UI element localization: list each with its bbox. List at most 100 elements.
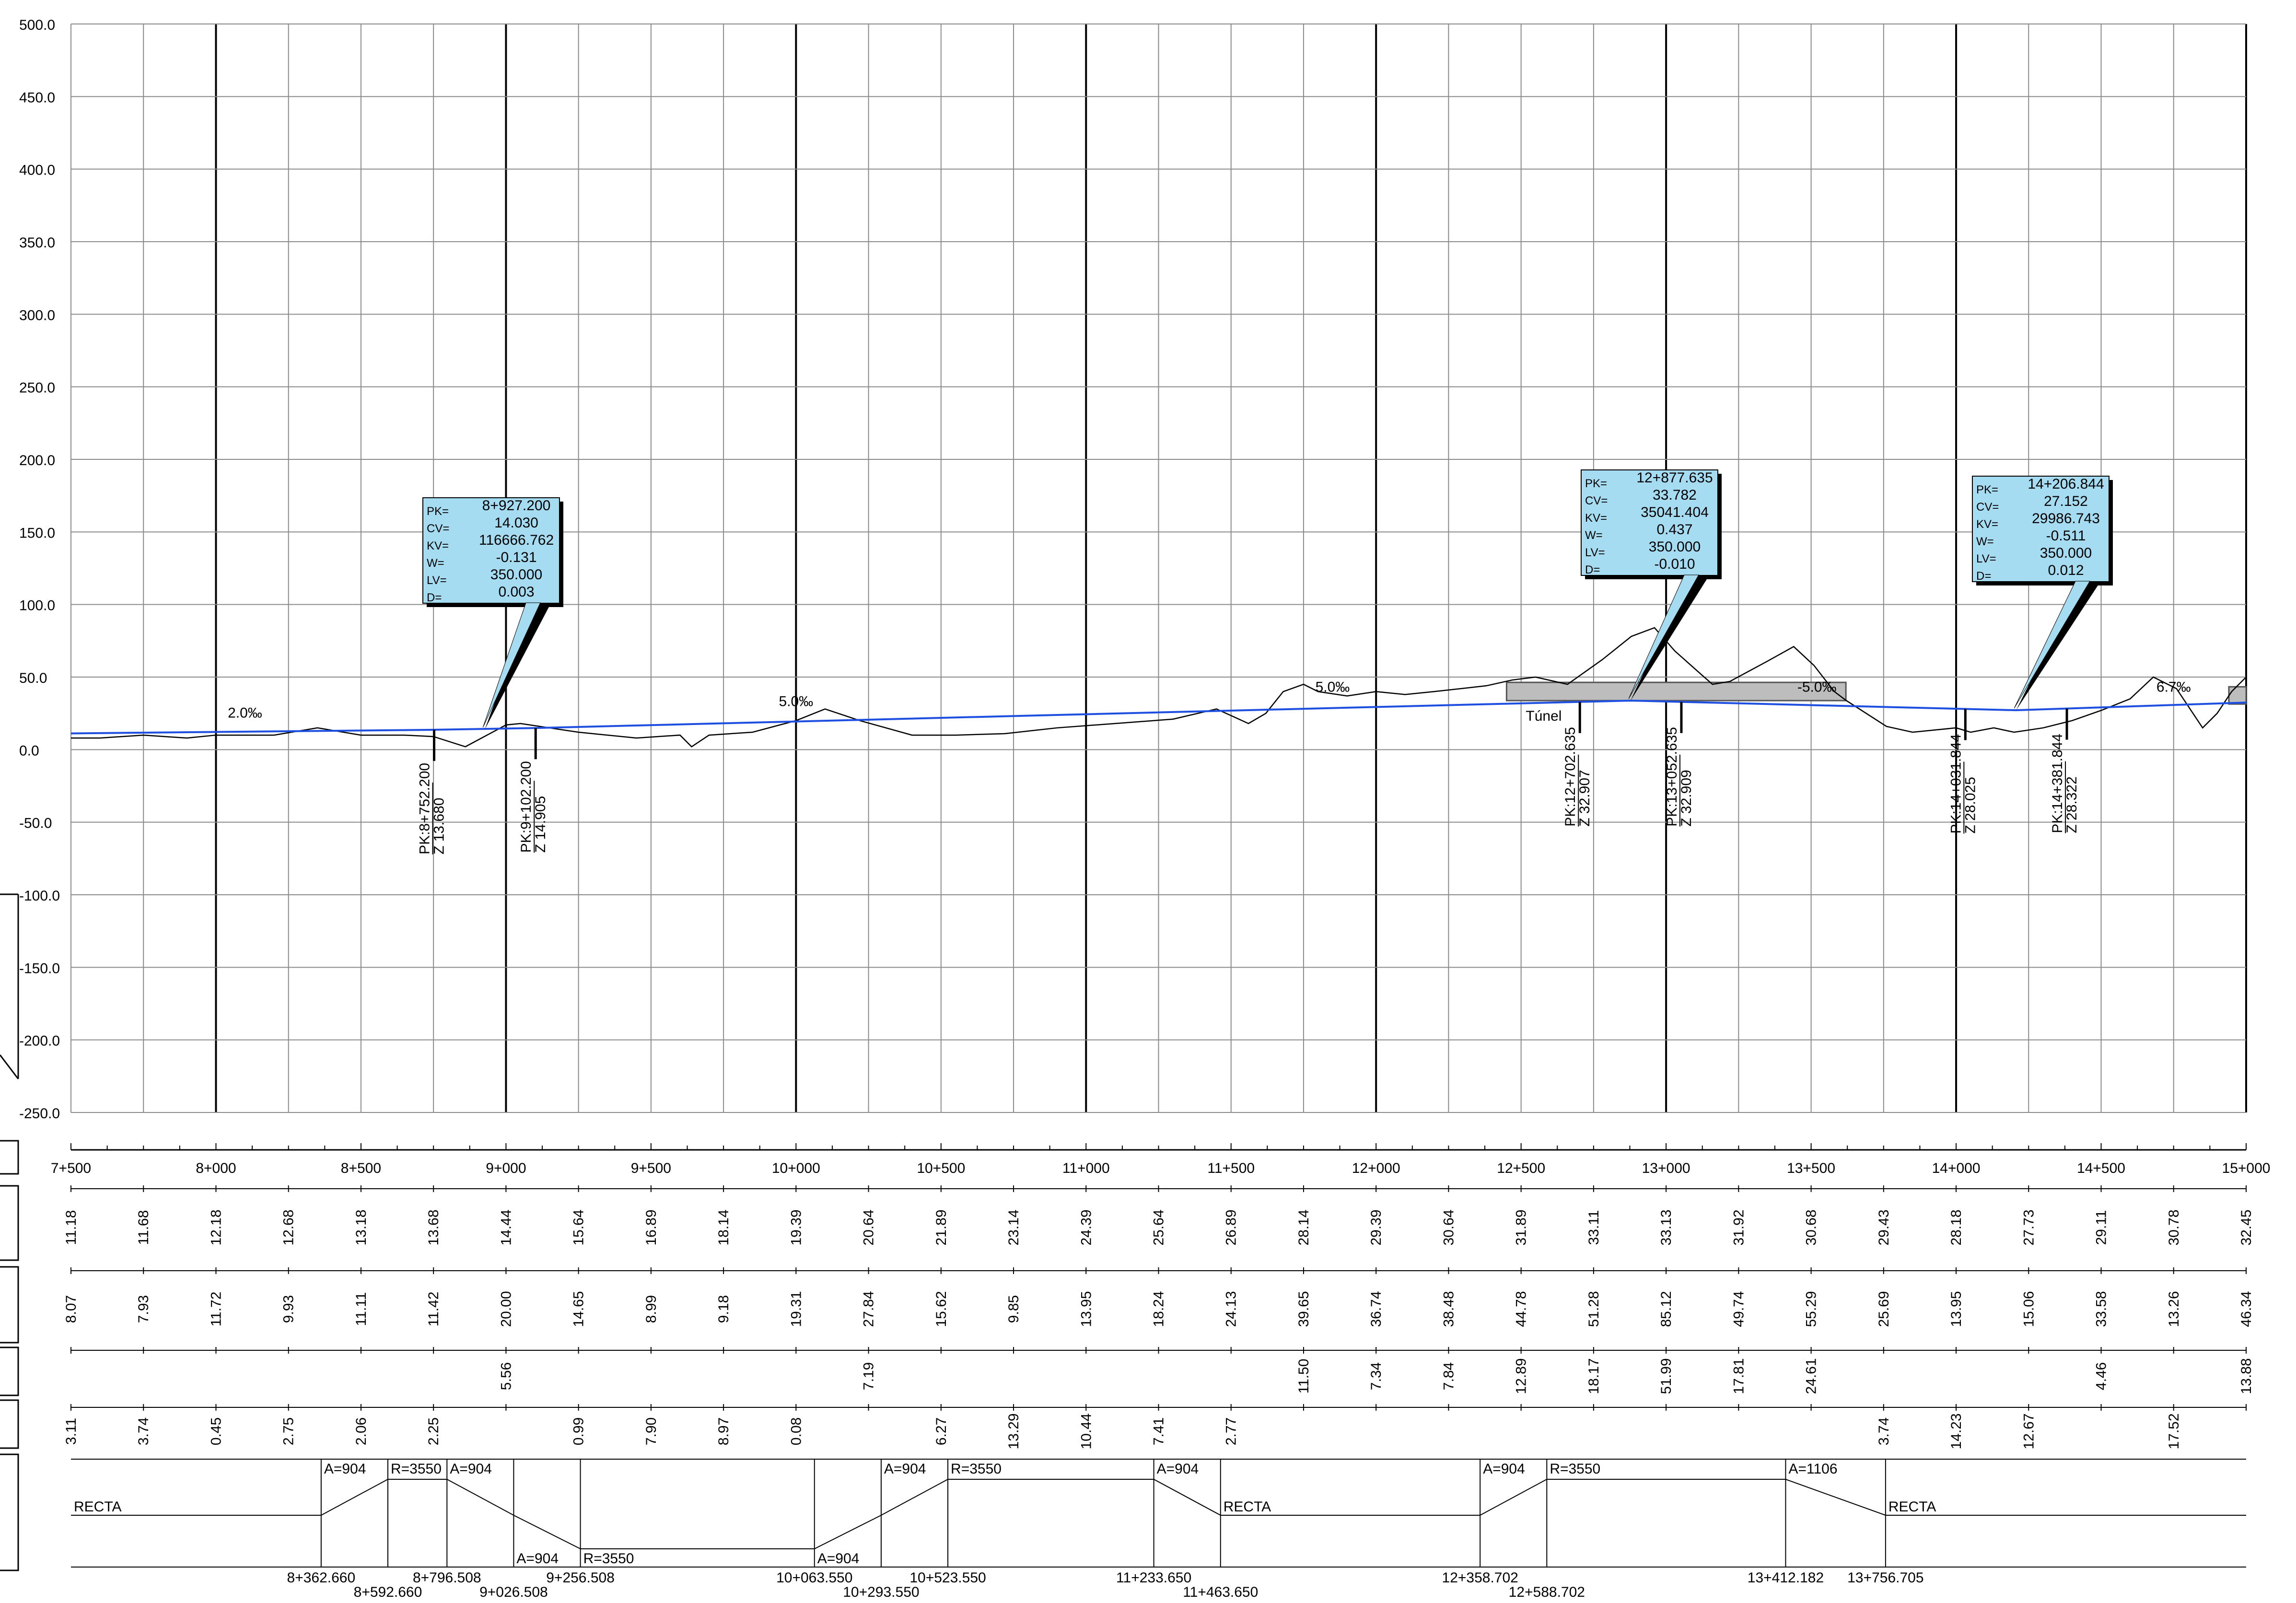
band-value: 24.61 [1804,1358,1819,1394]
callout-pointer-shadow [1631,575,1709,701]
alignment-breakpoint: 8+592.660 [354,1584,422,1600]
band-value: 27.84 [861,1291,877,1327]
band-value: 0.08 [788,1417,804,1445]
station-label: 14+500 [2077,1160,2125,1176]
band-frame [0,1185,19,1261]
band-value: 8.97 [716,1417,732,1445]
band-value: 24.13 [1224,1291,1239,1327]
band-value: 29.39 [1368,1209,1384,1245]
band-value: 8.99 [643,1295,659,1323]
station-label: 8+500 [341,1160,381,1176]
elevation-tick-label: -50.0 [19,816,52,831]
callout-pointer-shadow [485,603,551,729]
alignment-breakpoint: 8+362.660 [287,1570,356,1586]
tangent-z: Z 14.905 [533,796,548,853]
horizontal-alignment-band: A=904 R=3550 A=904 A=904 R=3550 A=904 A=904 R=3… [71,1459,2246,1600]
band-value: 2.77 [1224,1417,1239,1445]
elevation-tick-label: 400.0 [19,163,55,178]
band-value: 18.14 [716,1209,732,1245]
alignment-segment-label: A=904 [884,1461,926,1477]
callout-box [1972,476,2110,582]
alignment-segment-label: A=904 [1157,1461,1199,1477]
band-value: 13.95 [1078,1291,1094,1327]
band-value: 2.06 [353,1417,369,1445]
band-frame [0,1346,19,1396]
callout-key: CV= [1976,501,1999,514]
band-value: 26.89 [1224,1209,1239,1245]
callout-value: -0.131 [496,550,536,565]
band-value: 20.64 [861,1209,877,1245]
band-value: 7.84 [1441,1362,1457,1390]
band-value: 19.39 [788,1209,804,1245]
slope-label: 5.0‰ [779,694,813,710]
band-value: 7.41 [1151,1417,1167,1445]
band-value: 12.89 [1514,1358,1529,1394]
band-frame [0,1140,19,1175]
station-label: 12+000 [1352,1160,1400,1176]
band-value: 55.29 [1804,1291,1819,1327]
band-value: 7.90 [643,1417,659,1445]
alignment-breakpoint: 13+412.182 [1748,1570,1824,1586]
tangent-pk: PK:14+381.844 [2050,734,2065,833]
band-value: 18.17 [1586,1358,1602,1394]
data-bands: 7+500 8+000 8+500 9+000 9+500 10+000 10+500 11+… [0,1140,2271,1571]
band-value: 29.11 [2094,1210,2110,1245]
band-value: 15.62 [933,1291,949,1327]
band-value: 30.64 [1441,1209,1457,1245]
band-value: 9.18 [716,1295,732,1323]
band-value: 17.52 [2166,1413,2182,1449]
alignment-breakpoint: 11+463.650 [1183,1584,1258,1600]
band-value: 46.34 [2238,1291,2254,1327]
elevation-axis: 500.0 450.0 400.0 350.0 300.0 250.0 200.0 150.0… [0,17,60,1122]
callout-box [422,497,560,604]
band-value: 33.13 [1658,1209,1674,1245]
slope-label: 2.0‰ [228,705,262,721]
callout-value: 350.000 [490,567,542,583]
alignment-breakpoint: 10+523.550 [909,1570,986,1586]
station-label: 15+000 [2222,1160,2271,1176]
band-value: 7.93 [136,1295,152,1323]
callout-key: W= [1976,535,1994,548]
elevation-tick-label: 300.0 [19,307,55,323]
callout-value: 350.000 [2040,545,2092,561]
alignment-recta-label: RECTA [1224,1499,1271,1515]
band-value: 6.27 [933,1417,949,1445]
band-value: 12.18 [208,1209,224,1245]
alignment-segment-label: A=904 [817,1551,860,1567]
elevation-tick-label: 450.0 [19,90,55,105]
band-value: 29.43 [1876,1209,1892,1245]
station-label: 12+500 [1497,1160,1545,1176]
tunnel-label: Túnel [1526,708,1562,724]
callout-key: LV= [427,574,447,587]
band-value: 30.78 [2166,1209,2182,1245]
band-value: 15.64 [571,1209,587,1245]
callout-value: 350.000 [1649,539,1701,555]
band-value: 13.68 [426,1209,442,1245]
callout-value: 35041.404 [1641,504,1709,520]
station-label: 8+000 [196,1160,236,1176]
vertical-curve-callouts: PK= 8+927.200 CV= 14.030 KV= 116666.762 W= -0.1… [422,469,2113,729]
tangent-pk: PK:13+052.635 [1664,727,1680,827]
band-value: 49.74 [1731,1291,1747,1327]
band-value: 11.18 [63,1210,79,1245]
tunnel-box [2228,686,2247,705]
slope-label: 6.7‰ [2156,679,2191,695]
band-value: 32.45 [2238,1209,2254,1245]
callout-value: -0.511 [2046,528,2086,544]
alignment-segment-label: A=904 [450,1461,492,1477]
band-value: 0.99 [571,1417,587,1445]
tangent-pk: PK:9+102.200 [518,761,534,853]
station-label: 7+500 [51,1160,91,1176]
band-value: 31.89 [1514,1209,1529,1245]
callout-value: 27.152 [2044,493,2088,509]
elevation-tick-label: 200.0 [19,453,55,468]
terrain-line [71,627,2247,748]
band-value: 11.11 [353,1292,369,1326]
callout-value: 0.437 [1656,522,1692,538]
tangent-pk: PK:12+702.635 [1562,727,1578,827]
band-value: 25.64 [1151,1209,1167,1245]
alignment-breakpoint: 13+756.705 [1847,1570,1923,1586]
band-value: 36.74 [1368,1291,1384,1327]
